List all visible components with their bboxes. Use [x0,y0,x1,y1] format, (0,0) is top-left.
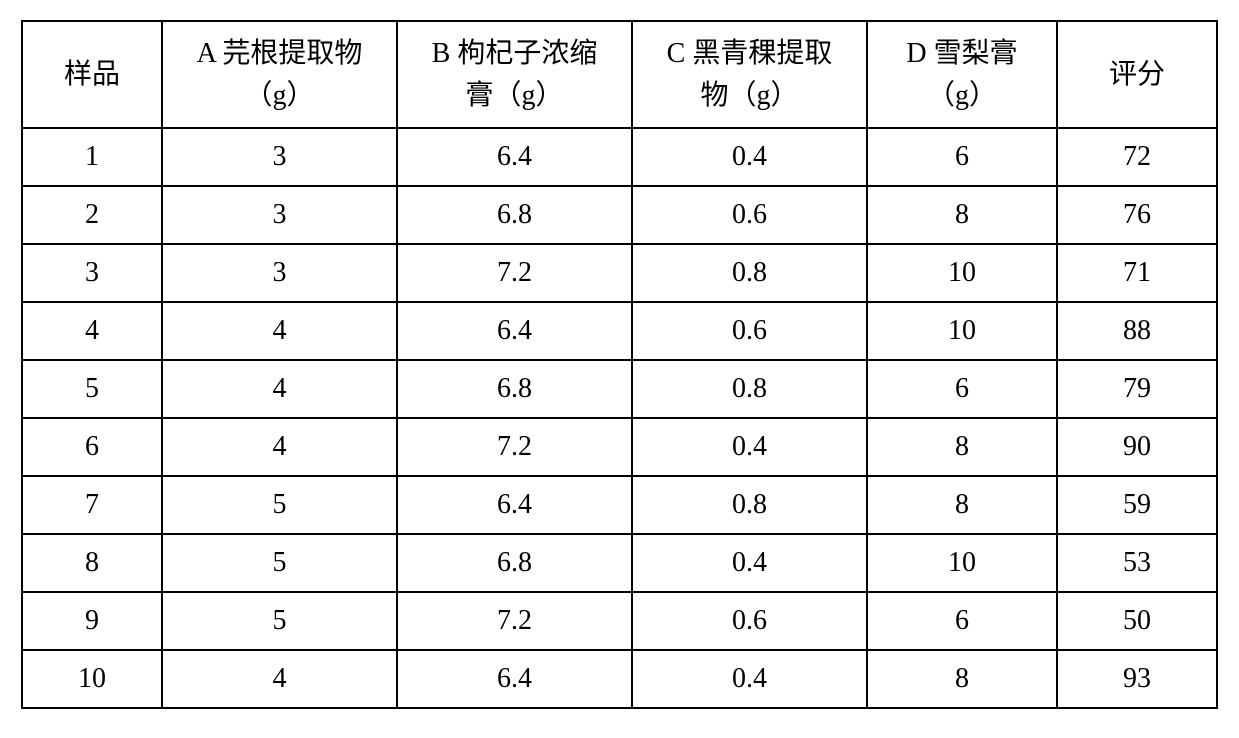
cell-score: 90 [1057,418,1217,476]
cell-score: 93 [1057,650,1217,708]
cell-sample: 6 [22,418,162,476]
cell-d: 8 [867,418,1057,476]
col-header-d-line2: （g） [927,80,997,111]
table-row: 8 5 6.8 0.4 10 53 [22,534,1217,592]
col-header-b-line1: B 枸杞子浓缩 [432,38,598,69]
cell-a: 4 [162,650,397,708]
cell-sample: 7 [22,476,162,534]
cell-c: 0.6 [632,186,867,244]
cell-b: 6.4 [397,476,632,534]
table-row: 9 5 7.2 0.6 6 50 [22,592,1217,650]
col-header-a: A 芫根提取物 （g） [162,21,397,128]
cell-d: 8 [867,186,1057,244]
cell-d: 10 [867,302,1057,360]
cell-a: 4 [162,302,397,360]
cell-b: 6.4 [397,650,632,708]
cell-a: 4 [162,418,397,476]
cell-score: 76 [1057,186,1217,244]
cell-a: 4 [162,360,397,418]
col-header-b: B 枸杞子浓缩 膏（g） [397,21,632,128]
cell-d: 8 [867,650,1057,708]
cell-b: 6.8 [397,186,632,244]
cell-b: 6.4 [397,128,632,186]
cell-a: 3 [162,128,397,186]
table-body: 1 3 6.4 0.4 6 72 2 3 6.8 0.6 8 76 3 3 7.… [22,128,1217,708]
cell-score: 50 [1057,592,1217,650]
cell-score: 72 [1057,128,1217,186]
cell-b: 7.2 [397,592,632,650]
cell-b: 6.8 [397,534,632,592]
cell-sample: 2 [22,186,162,244]
col-header-a-line1: A 芫根提取物 [197,38,363,69]
cell-d: 6 [867,128,1057,186]
cell-score: 79 [1057,360,1217,418]
col-header-d: D 雪梨膏 （g） [867,21,1057,128]
cell-a: 5 [162,592,397,650]
cell-c: 0.4 [632,128,867,186]
col-header-c-line2: 物（g） [700,80,798,111]
cell-score: 53 [1057,534,1217,592]
data-table: 样品 A 芫根提取物 （g） B 枸杞子浓缩 膏（g） C 黑青稞提取 物（g）… [21,20,1218,709]
cell-d: 10 [867,534,1057,592]
cell-d: 10 [867,244,1057,302]
cell-d: 8 [867,476,1057,534]
table-row: 4 4 6.4 0.6 10 88 [22,302,1217,360]
cell-b: 7.2 [397,244,632,302]
cell-a: 3 [162,244,397,302]
cell-sample: 8 [22,534,162,592]
cell-b: 6.8 [397,360,632,418]
cell-sample: 10 [22,650,162,708]
cell-c: 0.4 [632,650,867,708]
col-header-score: 评分 [1057,21,1217,128]
cell-a: 5 [162,534,397,592]
cell-c: 0.4 [632,534,867,592]
table-row: 10 4 6.4 0.4 8 93 [22,650,1217,708]
cell-b: 7.2 [397,418,632,476]
cell-c: 0.6 [632,302,867,360]
table-row: 5 4 6.8 0.8 6 79 [22,360,1217,418]
cell-score: 59 [1057,476,1217,534]
cell-a: 5 [162,476,397,534]
cell-c: 0.8 [632,244,867,302]
cell-c: 0.8 [632,360,867,418]
cell-c: 0.6 [632,592,867,650]
table-row: 2 3 6.8 0.6 8 76 [22,186,1217,244]
cell-sample: 1 [22,128,162,186]
cell-c: 0.8 [632,476,867,534]
cell-d: 6 [867,360,1057,418]
col-header-sample: 样品 [22,21,162,128]
cell-score: 71 [1057,244,1217,302]
header-row: 样品 A 芫根提取物 （g） B 枸杞子浓缩 膏（g） C 黑青稞提取 物（g）… [22,21,1217,128]
cell-sample: 5 [22,360,162,418]
table-row: 3 3 7.2 0.8 10 71 [22,244,1217,302]
cell-sample: 9 [22,592,162,650]
cell-sample: 4 [22,302,162,360]
col-header-d-line1: D 雪梨膏 [906,38,1017,69]
col-header-b-line2: 膏（g） [465,80,563,111]
table-row: 7 5 6.4 0.8 8 59 [22,476,1217,534]
cell-b: 6.4 [397,302,632,360]
table-row: 6 4 7.2 0.4 8 90 [22,418,1217,476]
table-header: 样品 A 芫根提取物 （g） B 枸杞子浓缩 膏（g） C 黑青稞提取 物（g）… [22,21,1217,128]
col-header-c: C 黑青稞提取 物（g） [632,21,867,128]
col-header-c-line1: C 黑青稞提取 [667,38,833,69]
cell-c: 0.4 [632,418,867,476]
table-row: 1 3 6.4 0.4 6 72 [22,128,1217,186]
cell-score: 88 [1057,302,1217,360]
cell-a: 3 [162,186,397,244]
cell-sample: 3 [22,244,162,302]
cell-d: 6 [867,592,1057,650]
col-header-a-line2: （g） [244,80,314,111]
